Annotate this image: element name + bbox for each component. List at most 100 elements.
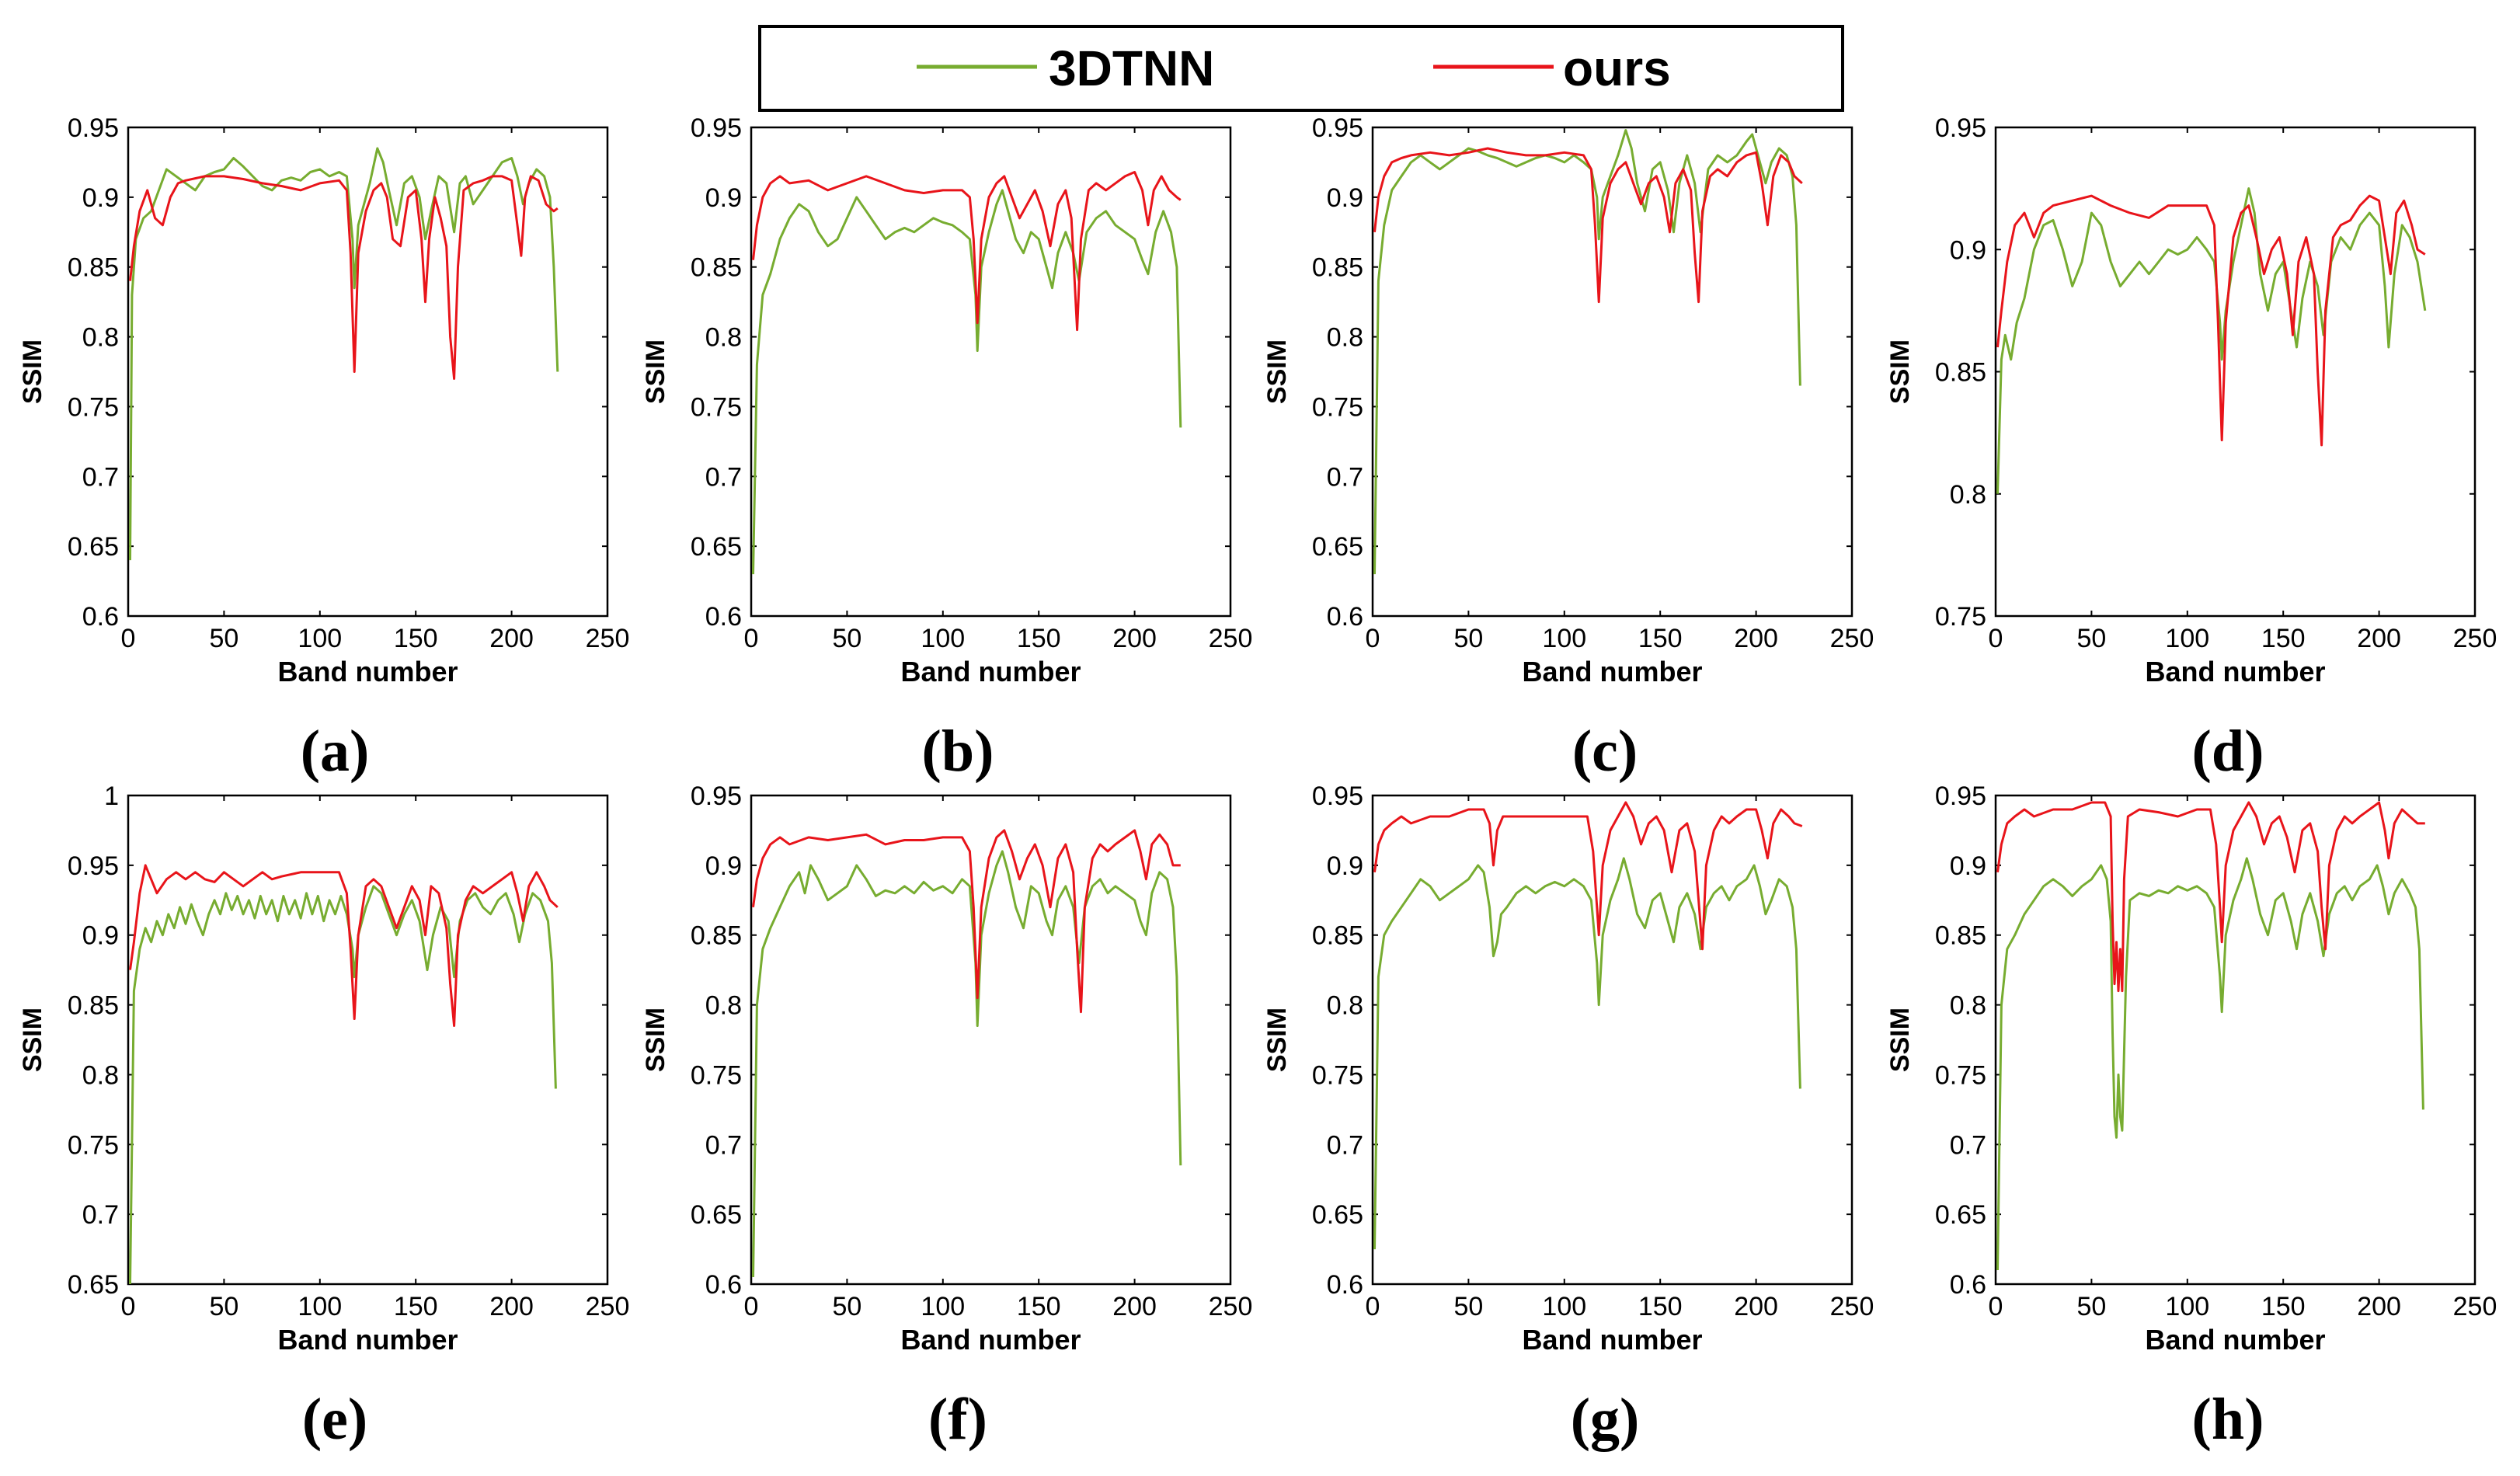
y-tick-label: 0.6 bbox=[705, 602, 742, 632]
panel-label-e: (e) bbox=[302, 1387, 367, 1452]
y-tick-label: 0.7 bbox=[82, 462, 119, 492]
x-tick-label: 50 bbox=[832, 1292, 861, 1321]
x-tick-label: 250 bbox=[2453, 624, 2497, 653]
legend-3dtnn-label: 3DTNN bbox=[1049, 40, 1214, 96]
x-tick-label: 50 bbox=[1453, 624, 1483, 653]
panel-d: 0 50 100 150 200 250 0.75 0.8 0.85 0.9 0.95 Band nu… bbox=[1885, 113, 2497, 688]
y-tick-label: 0.75 bbox=[691, 1060, 742, 1090]
series-line-3dtnn bbox=[129, 885, 557, 1285]
panel-label-h: (h) bbox=[2192, 1387, 2264, 1452]
y-tick-label: 0.65 bbox=[1312, 532, 1363, 562]
x-tick-label: 0 bbox=[1366, 624, 1380, 653]
y-tick-label: 0.65 bbox=[68, 1270, 119, 1300]
y-tick-label: 0.7 bbox=[705, 462, 742, 492]
y-tick-label: 0.85 bbox=[691, 921, 742, 951]
x-tick-label: 200 bbox=[2357, 624, 2401, 653]
y-tick-label: 0.75 bbox=[68, 392, 119, 422]
series-line-3dtnn bbox=[752, 850, 1182, 1278]
y-tick-label: 0.8 bbox=[1327, 991, 1363, 1021]
y-tick-label: 0.8 bbox=[82, 1060, 119, 1090]
panel-captions: (a) (b) (c) (d) (e) (f) (g) (h) bbox=[301, 719, 2264, 1452]
x-tick-label: 100 bbox=[1542, 624, 1586, 653]
plot-area bbox=[1994, 126, 2476, 618]
y-tick-label: 1 bbox=[104, 782, 119, 811]
y-tick-label: 0.7 bbox=[1950, 1130, 1986, 1160]
legend: 3DTNN ours bbox=[758, 25, 1844, 112]
x-tick-label: 0 bbox=[744, 624, 759, 653]
y-axis-label: SSIM bbox=[1885, 339, 1915, 404]
y-axis-label: SSIM bbox=[641, 1008, 670, 1072]
y-tick-label: 0.95 bbox=[1312, 782, 1363, 811]
x-tick-label: 200 bbox=[489, 1292, 534, 1321]
y-tick-label: 0.7 bbox=[1327, 462, 1363, 492]
y-tick-label: 0.6 bbox=[1327, 602, 1363, 632]
x-tick-label: 200 bbox=[1112, 1292, 1157, 1321]
plot-area bbox=[1994, 794, 2476, 1286]
series-line-ours bbox=[752, 171, 1182, 332]
y-tick-label: 0.85 bbox=[1935, 921, 1986, 951]
x-axis-label: Band number bbox=[900, 656, 1081, 688]
y-tick-label: 0.65 bbox=[691, 1200, 742, 1230]
y-axis-label: SSIM bbox=[641, 339, 670, 404]
series-line-ours bbox=[1996, 194, 2426, 447]
x-tick-label: 250 bbox=[1209, 624, 1253, 653]
panel-label-g: (g) bbox=[1571, 1387, 1640, 1452]
series-line-ours bbox=[1373, 801, 1803, 951]
series-line-ours bbox=[1373, 147, 1803, 304]
x-tick-label: 100 bbox=[298, 624, 342, 653]
x-tick-label: 250 bbox=[1830, 1292, 1874, 1321]
panel-label-c: (c) bbox=[1572, 719, 1638, 784]
panel-h: 0 50 100 150 200 250 0.6 0.65 0.7 0.75 0.8 0.85 0.9 0… bbox=[1885, 782, 2497, 1356]
panel-f: 0 50 100 150 200 250 0.6 0.65 0.7 0.75 0.8 0.85 0.9 0… bbox=[641, 782, 1252, 1356]
y-tick-label: 0.95 bbox=[68, 851, 119, 881]
x-tick-label: 150 bbox=[1017, 1292, 1061, 1321]
x-axis-label: Band number bbox=[277, 1324, 458, 1356]
plot-area bbox=[750, 794, 1232, 1286]
y-tick-label: 0.85 bbox=[68, 991, 119, 1021]
x-tick-label: 250 bbox=[1209, 1292, 1253, 1321]
y-tick-label: 0.75 bbox=[1312, 392, 1363, 422]
y-axis-label: SSIM bbox=[18, 1008, 47, 1072]
x-tick-label: 0 bbox=[1366, 1292, 1380, 1321]
plot-area bbox=[1371, 794, 1853, 1286]
y-tick-label: 0.8 bbox=[705, 323, 742, 353]
y-tick-label: 0.95 bbox=[1935, 113, 1986, 143]
x-tick-label: 100 bbox=[2165, 1292, 2209, 1321]
y-tick-label: 0.65 bbox=[1312, 1200, 1363, 1230]
y-tick-label: 0.9 bbox=[82, 183, 119, 213]
x-tick-label: 100 bbox=[921, 624, 965, 653]
y-tick-label: 0.9 bbox=[1950, 851, 1986, 881]
x-tick-label: 150 bbox=[1017, 624, 1061, 653]
y-tick-label: 0.65 bbox=[691, 532, 742, 562]
y-tick-label: 0.75 bbox=[1935, 602, 1986, 632]
y-tick-label: 0.95 bbox=[1935, 782, 1986, 811]
y-tick-label: 0.9 bbox=[82, 921, 119, 951]
series-line-3dtnn bbox=[129, 147, 559, 561]
y-tick-label: 0.95 bbox=[1312, 113, 1363, 143]
x-tick-label: 200 bbox=[489, 624, 534, 653]
x-tick-label: 250 bbox=[2453, 1292, 2497, 1321]
panel-b: 0 50 100 150 200 250 0.6 0.65 0.7 0.75 0.8 0.85 0.9 0… bbox=[641, 113, 1252, 688]
x-tick-label: 150 bbox=[1638, 1292, 1683, 1321]
y-tick-label: 0.7 bbox=[82, 1200, 119, 1230]
x-tick-label: 0 bbox=[744, 1292, 759, 1321]
y-tick-label: 0.6 bbox=[82, 602, 119, 632]
y-tick-label: 0.65 bbox=[68, 532, 119, 562]
x-tick-label: 50 bbox=[209, 624, 238, 653]
series-line-ours bbox=[752, 829, 1181, 1014]
y-tick-label: 0.9 bbox=[1950, 235, 1986, 265]
x-tick-label: 0 bbox=[121, 1292, 136, 1321]
y-tick-label: 0.75 bbox=[691, 392, 742, 422]
x-tick-label: 150 bbox=[394, 624, 438, 653]
y-tick-label: 0.65 bbox=[1935, 1200, 1986, 1230]
x-tick-label: 50 bbox=[2076, 1292, 2106, 1321]
x-tick-label: 100 bbox=[298, 1292, 342, 1321]
x-tick-label: 200 bbox=[1734, 1292, 1778, 1321]
y-axis-label: SSIM bbox=[18, 339, 47, 404]
y-axis-label: SSIM bbox=[1262, 339, 1292, 404]
series-line-3dtnn bbox=[1373, 129, 1801, 575]
x-axis-label: Band number bbox=[900, 1324, 1081, 1356]
x-tick-label: 150 bbox=[2261, 624, 2306, 653]
plot-area bbox=[1371, 126, 1853, 618]
